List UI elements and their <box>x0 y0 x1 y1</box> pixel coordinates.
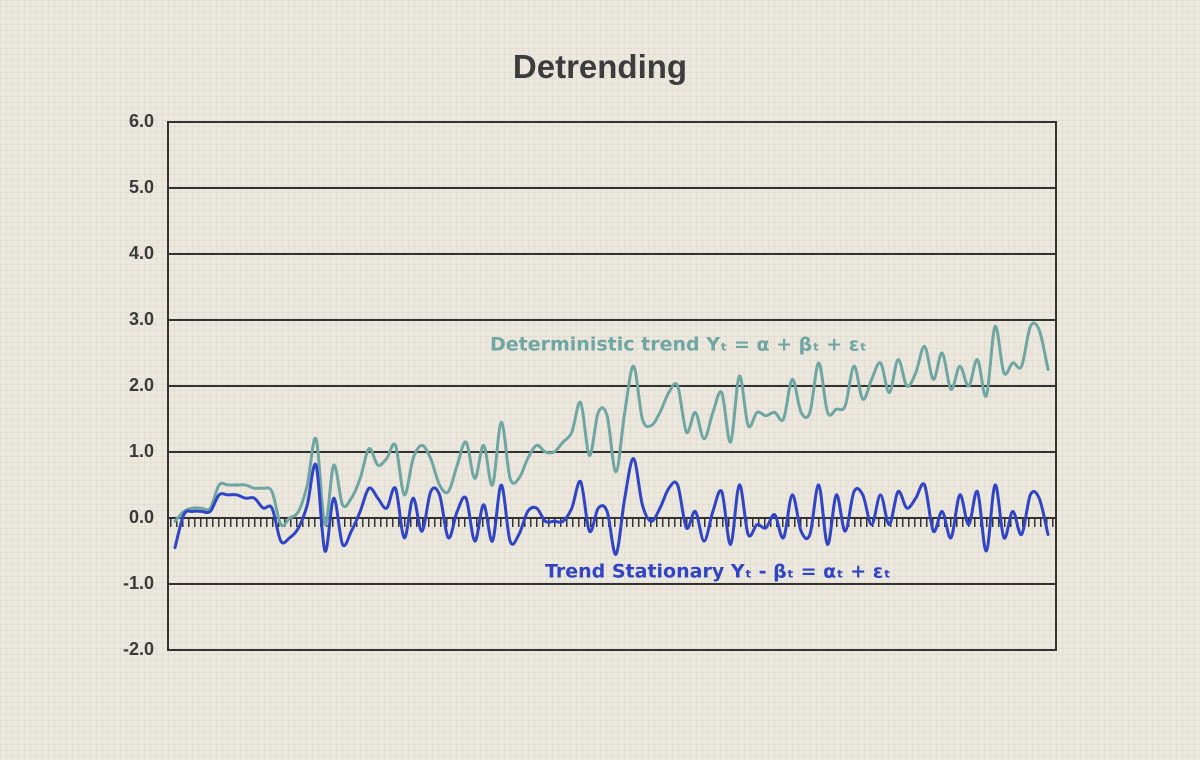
series-label: Trend Stationary Yₜ - βₜ = αₜ + εₜ <box>545 561 891 583</box>
y-tick-label: 1.0 <box>129 441 154 461</box>
y-tick-label: 3.0 <box>129 309 154 329</box>
y-tick-label: -1.0 <box>123 573 154 593</box>
chart-title: Detrending <box>513 48 687 85</box>
series-label: Deterministic trend Yₜ = α + βₜ + εₜ <box>490 334 867 356</box>
series-line <box>173 457 1050 556</box>
y-tick-label: 6.0 <box>129 111 154 131</box>
y-tick-label: 4.0 <box>129 243 154 263</box>
y-tick-label: -2.0 <box>123 639 154 659</box>
series-line <box>173 321 1050 528</box>
y-tick-label: 5.0 <box>129 177 154 197</box>
y-tick-label: 2.0 <box>129 375 154 395</box>
y-tick-label: 0.0 <box>129 507 154 527</box>
plot-frame <box>167 121 1057 651</box>
